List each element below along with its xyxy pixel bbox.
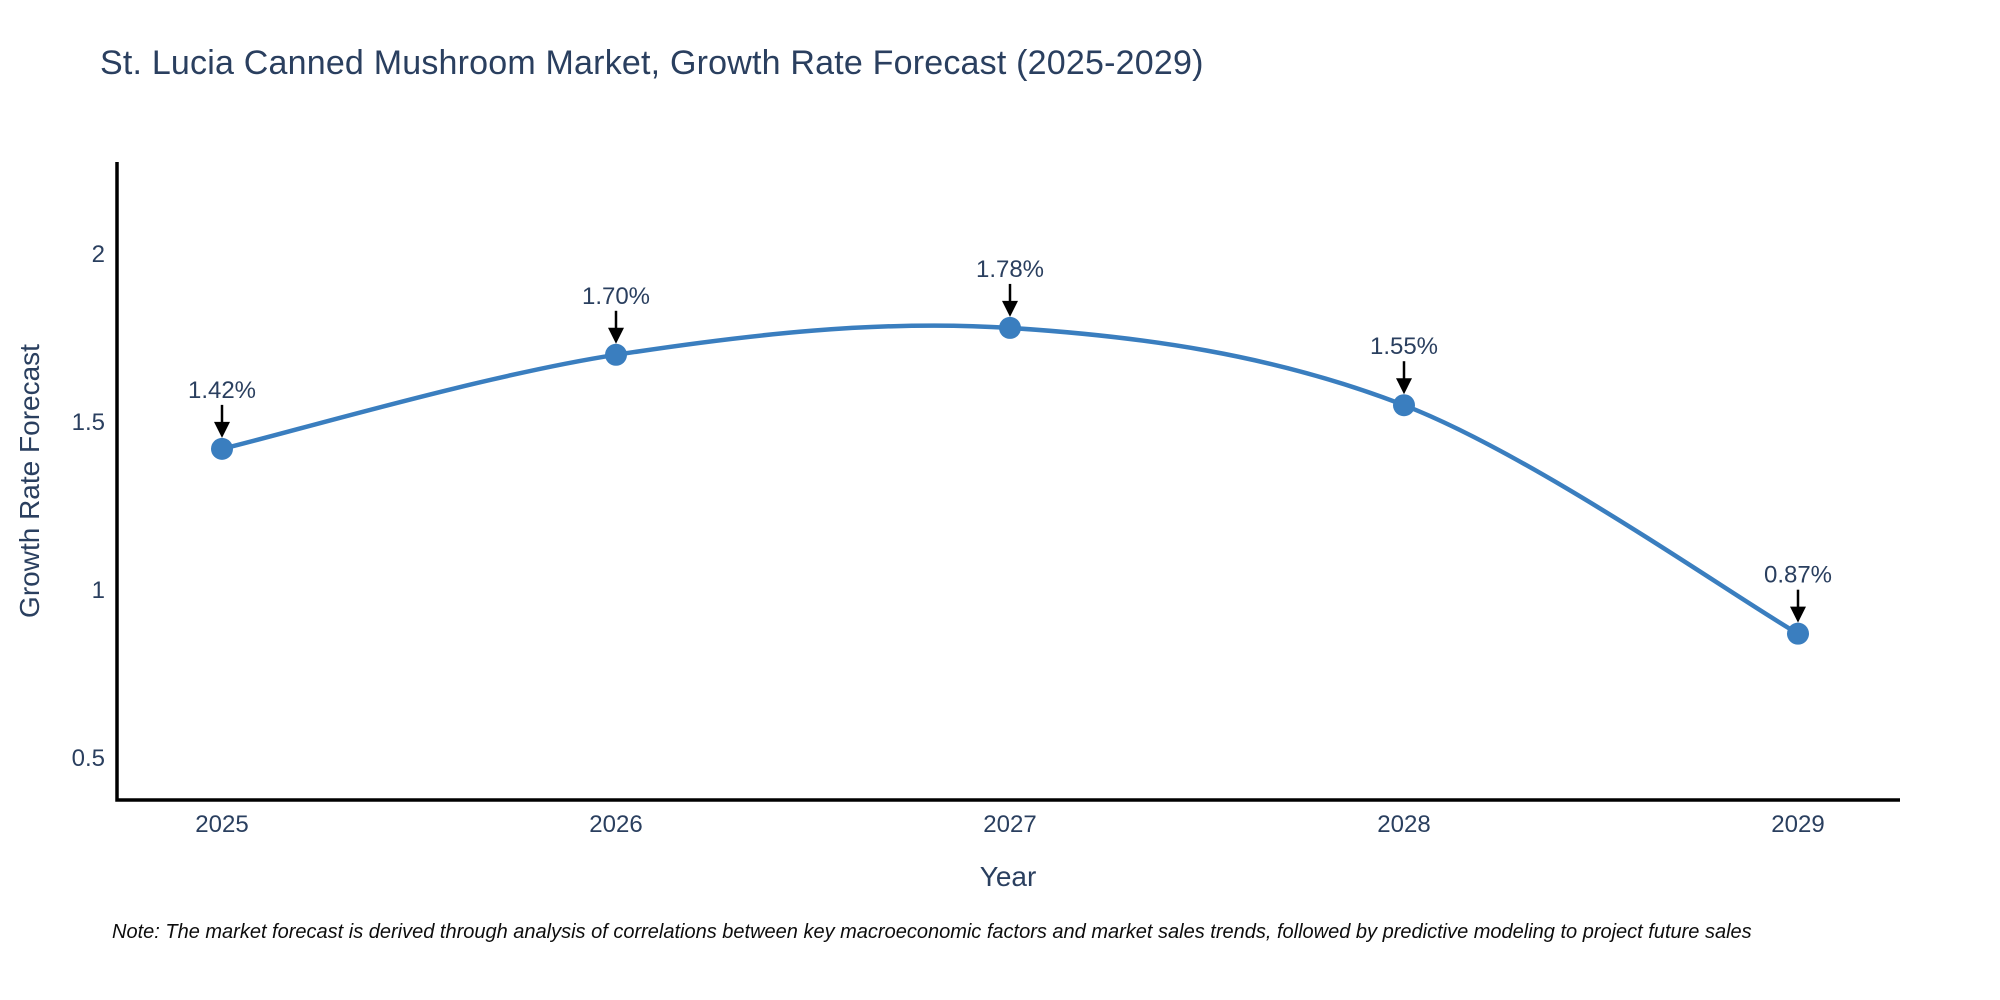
annotation-label-2025: 1.42% bbox=[188, 377, 256, 404]
x-tick-2029: 2029 bbox=[1771, 811, 1824, 838]
y-tick-1.5: 1.5 bbox=[72, 409, 105, 436]
annotation-arrow-head-2028 bbox=[1396, 378, 1412, 395]
x-tick-2027: 2027 bbox=[983, 811, 1036, 838]
x-axis-title: Year bbox=[979, 861, 1037, 892]
data-point-2025[interactable] bbox=[211, 437, 233, 460]
x-tick-2028: 2028 bbox=[1377, 811, 1430, 838]
chart-title: St. Lucia Canned Mushroom Market, Growth… bbox=[100, 44, 1204, 82]
x-tick-2025: 2025 bbox=[195, 811, 248, 838]
annotation-label-2026: 1.70% bbox=[582, 283, 650, 310]
annotation-arrow-head-2027 bbox=[1002, 300, 1018, 317]
y-tick-0.5: 0.5 bbox=[72, 745, 105, 772]
y-tick-2: 2 bbox=[92, 241, 105, 268]
axis-lines bbox=[115, 162, 1900, 802]
footnote: Note: The market forecast is derived thr… bbox=[112, 921, 1752, 943]
annotation-label-2028: 1.55% bbox=[1370, 333, 1438, 360]
data-point-2029[interactable] bbox=[1787, 622, 1809, 645]
forecast-line-series bbox=[219, 323, 1801, 636]
annotation-arrow-head-2029 bbox=[1790, 606, 1806, 623]
y-tick-1: 1 bbox=[92, 577, 105, 604]
x-tick-2026: 2026 bbox=[589, 811, 642, 838]
data-point-2026[interactable] bbox=[605, 343, 627, 366]
annotation-arrow-head-2026 bbox=[608, 327, 624, 344]
annotation-arrow-head-2025 bbox=[214, 421, 230, 438]
data-point-2027[interactable] bbox=[999, 316, 1021, 339]
data-point-2028[interactable] bbox=[1393, 394, 1415, 417]
annotation-label-2027: 1.78% bbox=[976, 256, 1044, 283]
annotation-label-2029: 0.87% bbox=[1764, 562, 1832, 589]
